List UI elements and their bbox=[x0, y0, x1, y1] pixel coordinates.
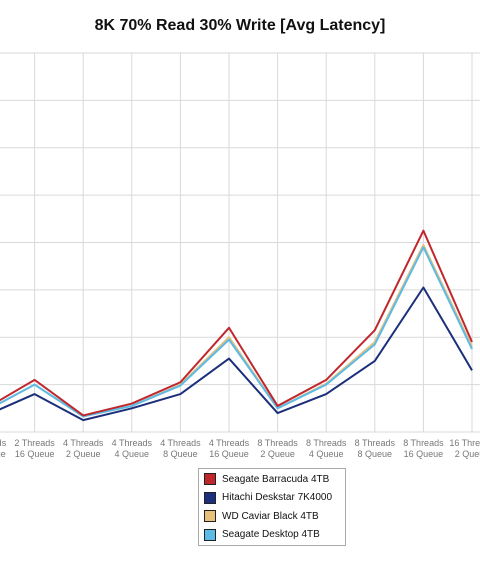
legend-label: Hitachi Deskstar 7K4000 bbox=[222, 492, 333, 504]
x-tick-label: 8 Threads 8 Queue bbox=[355, 438, 396, 459]
legend-swatch bbox=[204, 528, 216, 541]
legend-label: Seagate Desktop 4TB bbox=[222, 529, 320, 541]
legend-label: Seagate Barracuda 4TB bbox=[222, 473, 330, 485]
legend-item: Hitachi Deskstar 7K4000 bbox=[199, 489, 345, 508]
x-tick-label: 8 Threads 2 Queue bbox=[257, 438, 298, 459]
series-line-seagate-desktop-4tb bbox=[0, 246, 473, 418]
gridlines bbox=[0, 52, 480, 433]
legend: Seagate Barracuda 4TB Hitachi Deskstar 7K… bbox=[198, 468, 346, 546]
legend-item: Seagate Barracuda 4TB bbox=[199, 470, 345, 489]
x-tick-label: 4 Threads 8 Queue bbox=[160, 438, 201, 459]
legend-item: Seagate Desktop 4TB bbox=[199, 526, 345, 545]
series-line-wd-caviar-black-4tb bbox=[0, 243, 473, 418]
legend-label: WD Caviar Black 4TB bbox=[222, 510, 319, 522]
series-lines bbox=[0, 229, 473, 422]
chart-title: 8K 70% Read 30% Write [Avg Latency] bbox=[94, 17, 386, 34]
series-line-hitachi-deskstar-7k4000 bbox=[0, 286, 473, 422]
x-tick-label: 4 Threads 2 Queue bbox=[63, 438, 104, 459]
legend-swatch bbox=[204, 473, 216, 486]
x-tick-label: 4 Threads 4 Queue bbox=[112, 438, 153, 459]
x-tick-label: 4 Threads 16 Queue bbox=[209, 438, 250, 459]
legend-swatch bbox=[204, 491, 216, 504]
legend-swatch bbox=[204, 510, 216, 523]
x-tick-label: 2 Threads 16 Queue bbox=[14, 438, 55, 459]
x-tick-label: 8 Threads 4 Queue bbox=[306, 438, 347, 459]
x-tick-label: 8 Threads 16 Queue bbox=[403, 438, 444, 459]
series-line-seagate-barracuda-4tb bbox=[0, 229, 473, 417]
legend-item: WD Caviar Black 4TB bbox=[199, 507, 345, 526]
